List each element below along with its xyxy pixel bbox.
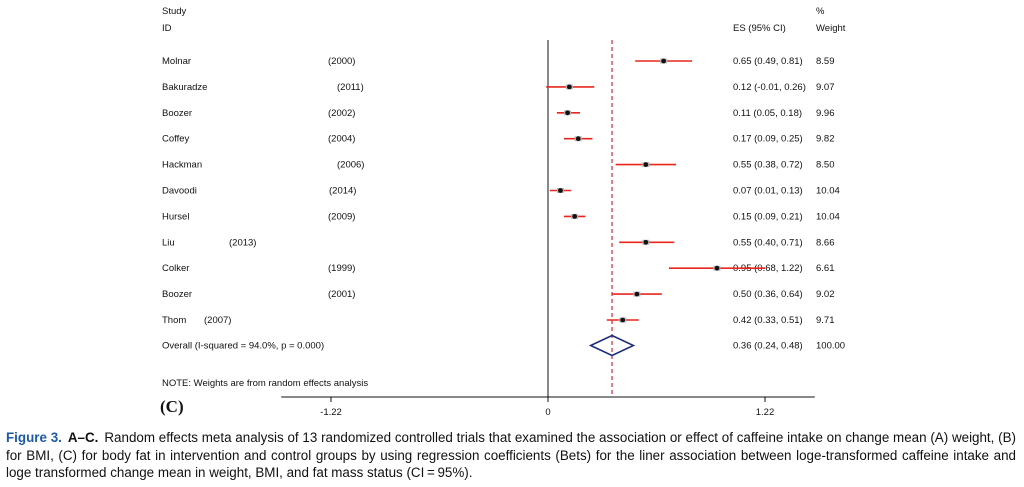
effect-size-label: 0.95 (0.68, 1.22) [733,263,803,274]
point-estimate [558,188,563,193]
weight-label: 8.59 [816,56,835,67]
header-id: ID [162,23,172,34]
effect-size-label: 0.65 (0.49, 0.81) [733,56,803,67]
weight-label: 6.61 [816,263,835,274]
study-name: Davoodi [162,186,197,197]
study-year: (2006) [337,160,364,171]
header-weight: Weight [816,23,846,34]
study-name: Bakuradze [162,82,207,93]
weight-label: 8.50 [816,160,835,171]
weight-label: 9.07 [816,82,835,93]
weight-label: 9.71 [816,315,835,326]
overall-effect-label: 0.36 (0.24, 0.48) [733,341,803,352]
point-estimate [620,317,626,323]
study-year: (1999) [328,263,355,274]
effect-size-label: 0.12 (-0.01, 0.26) [733,82,806,93]
study-name: Coffey [162,134,190,145]
study-year: (2001) [328,289,355,300]
caption-text: Random effects meta analysis of 13 rando… [6,430,1016,480]
x-axis: -1.22 0 1.22 [281,396,815,418]
study-name: Boozer [162,289,192,300]
caption-panels: A–C. [67,430,99,445]
x-tick-label: 1.22 [756,407,775,418]
header-percent: % [816,6,825,17]
point-estimate [565,110,570,116]
study-year: (2013) [229,237,256,248]
study-year: (2011) [337,82,364,93]
study-name: Hursel [162,211,189,222]
weight-label: 9.96 [816,108,835,119]
weight-label: 10.04 [816,186,840,197]
effect-size-label: 0.42 (0.33, 0.51) [733,315,803,326]
study-name: Colker [162,263,189,274]
study-year: (2009) [328,211,355,222]
effect-size-label: 0.50 (0.36, 0.64) [733,289,803,300]
point-estimate [634,291,640,297]
forest-plot: Study ID ES (95% CI) % Weight Molnar (200… [160,6,846,418]
overall-label: Overall (I-squared = 94.0%, p = 0.000) [162,341,324,352]
weight-label: 8.66 [816,237,835,248]
point-estimate [714,265,720,271]
study-name: Hackman [162,160,202,171]
overall-weight-label: 100.00 [816,341,845,352]
caption-label: Figure 3. [6,430,62,445]
point-estimate [575,136,581,142]
study-year: (2002) [328,108,355,119]
effect-size-label: 0.11 (0.05, 0.18) [733,108,802,119]
study-rows: Molnar (2000) 0.65 (0.49, 0.81) 8.59 Bakurad… [162,56,845,352]
effect-size-label: 0.55 (0.38, 0.72) [733,160,803,171]
study-name: Liu [162,237,175,248]
weight-label: 9.02 [816,289,835,300]
chart-marks [546,40,766,397]
study-year: (2000) [328,56,355,67]
header-study: Study [162,6,187,17]
effect-size-label: 0.07 (0.01, 0.13) [733,186,803,197]
x-tick-label: 0 [545,407,550,418]
overall-diamond [588,334,636,357]
figure-caption: Figure 3. A–C. Random effects meta analysi… [6,429,1016,482]
point-estimate [566,84,572,90]
x-tick-label: -1.22 [320,407,342,418]
weight-label: 9.82 [816,134,835,145]
weight-label: 10.04 [816,211,840,222]
effect-size-label: 0.17 (0.09, 0.25) [733,134,803,145]
study-name: Thom [162,315,186,326]
point-estimate [643,162,649,168]
point-estimate [572,214,578,219]
point-estimate [661,58,667,64]
study-name: Boozer [162,108,192,119]
effect-size-label: 0.55 (0.40, 0.71) [733,237,803,248]
header-es: ES (95% CI) [733,23,786,34]
footnote: NOTE: Weights are from random effects an… [162,378,368,389]
study-year: (2014) [329,186,356,197]
effect-size-label: 0.15 (0.09, 0.21) [733,211,803,222]
panel-letter: (C) [160,397,184,416]
point-estimate [643,239,649,245]
study-year: (2004) [328,134,355,145]
study-name: Molnar [162,56,191,67]
study-year: (2007) [204,315,231,326]
